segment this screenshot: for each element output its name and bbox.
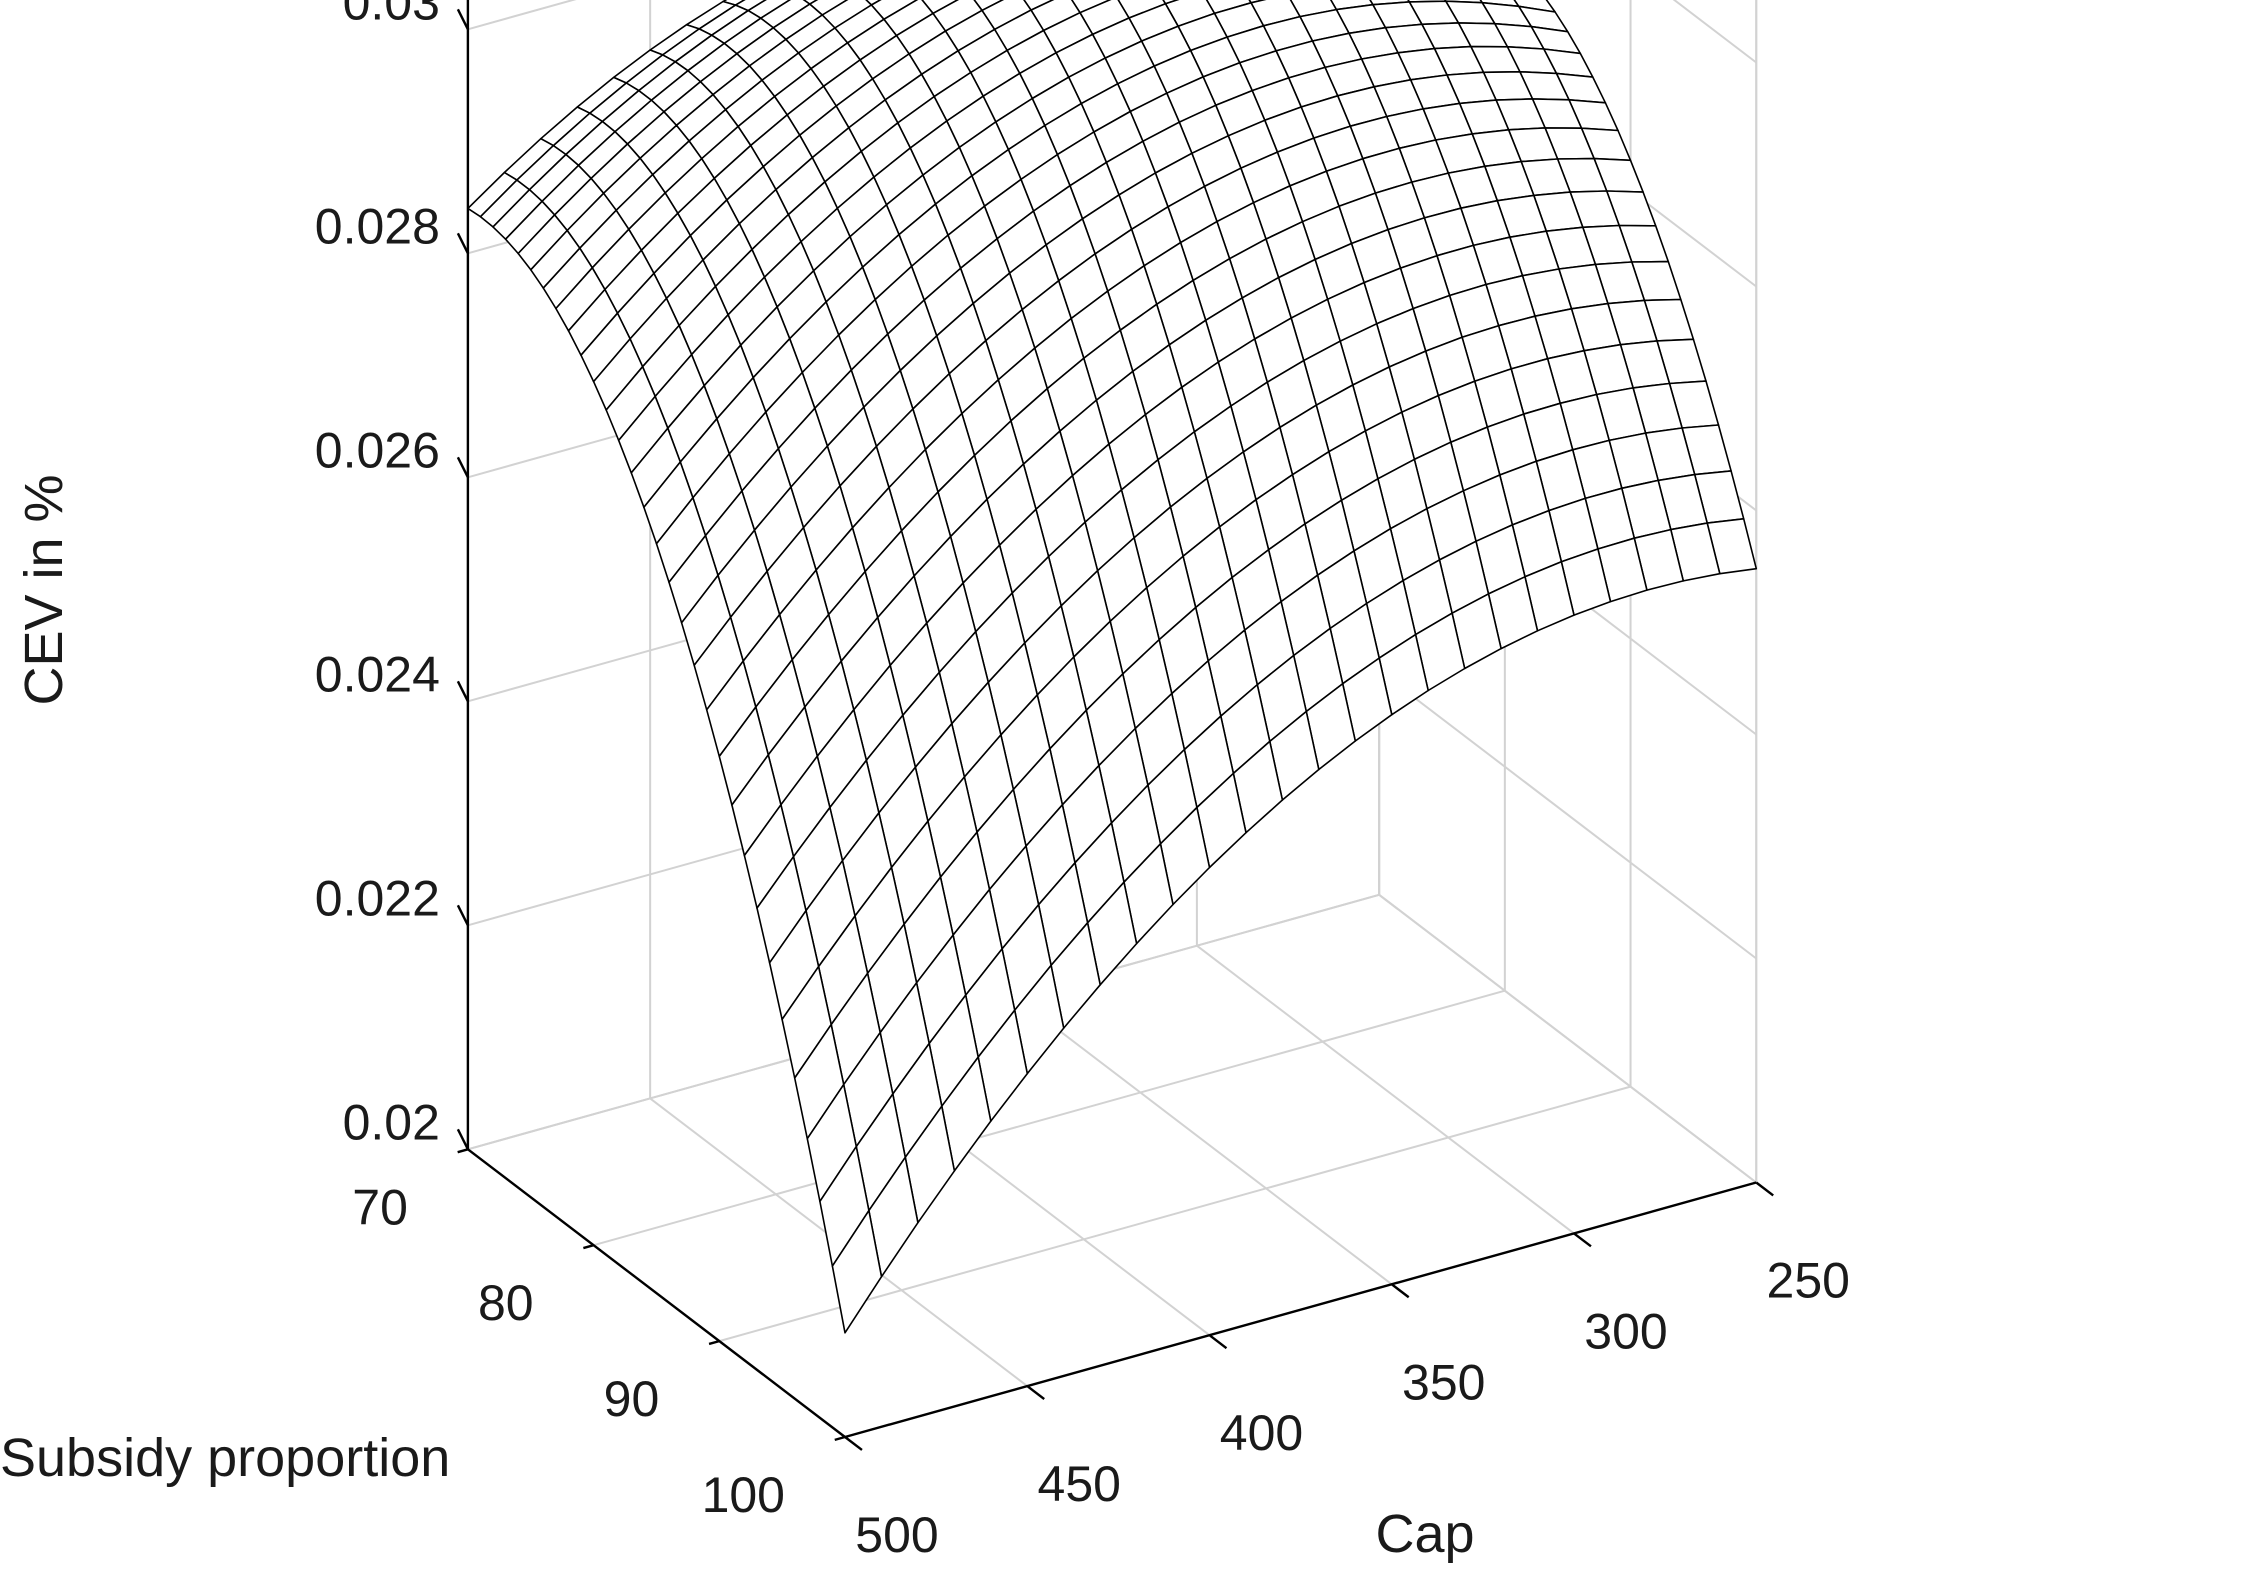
y-tick-label: 80 — [478, 1275, 534, 1331]
x-tick — [844, 1436, 863, 1451]
z-axis-title: CEV in % — [14, 474, 74, 705]
z-tick — [456, 456, 469, 478]
gridline-floor-y — [593, 989, 1506, 1247]
y-tick — [708, 1339, 720, 1346]
z-tick — [456, 232, 469, 254]
gridline-side-wall-z — [1378, 670, 1757, 960]
axes-layer — [456, 0, 1774, 1451]
z-tick-label: 0.028 — [315, 198, 440, 254]
gridline-floor-y — [719, 1085, 1631, 1343]
x-tick — [1208, 1334, 1228, 1350]
x-axis-line — [844, 1181, 1757, 1439]
z-tick-label: 0.024 — [315, 646, 440, 702]
gridline-side-wall-z — [1672, 0, 1757, 64]
gridline-side-wall-z — [1378, 894, 1757, 1184]
y-tick-label: 90 — [604, 1371, 660, 1427]
x-axis-title: Cap — [1375, 1504, 1474, 1564]
y-tick — [583, 1244, 594, 1250]
z-tick — [456, 904, 469, 926]
surface-layer — [467, 0, 1758, 1334]
y-tick-label: 100 — [702, 1467, 785, 1523]
x-tick — [1573, 1232, 1592, 1248]
label-layer: 250 300 350 400 450 500 70 80 90 100 0.02 0.022 0.02… — [315, 0, 1850, 1563]
x-tick — [1026, 1385, 1045, 1401]
gridline-floor-x — [1014, 995, 1393, 1286]
x-tick — [1755, 1181, 1774, 1197]
x-tick — [1391, 1283, 1410, 1299]
z-tick-label: 0.02 — [343, 1094, 440, 1150]
x-tick-label: 400 — [1220, 1405, 1303, 1461]
x-tick-label: 450 — [1038, 1456, 1121, 1512]
surface-cell — [831, 1209, 883, 1334]
z-tick-label: 0.022 — [315, 870, 440, 926]
z-tick — [456, 8, 469, 30]
x-tick-label: 500 — [855, 1507, 938, 1563]
y-tick — [457, 1148, 469, 1154]
gridline-floor-x — [1196, 944, 1575, 1235]
y-axis-line — [467, 1148, 846, 1438]
x-tick-label: 250 — [1767, 1253, 1850, 1309]
y-axis-title: Subsidy proportion — [0, 1428, 450, 1488]
z-tick — [456, 1128, 469, 1150]
z-tick-label: 0.03 — [343, 0, 440, 30]
x-tick-label: 350 — [1402, 1354, 1485, 1410]
x-tick-label: 300 — [1584, 1303, 1667, 1359]
y-tick-label: 70 — [352, 1179, 408, 1235]
z-tick — [456, 680, 469, 702]
z-tick-label: 0.026 — [315, 422, 440, 478]
y-tick — [834, 1435, 846, 1442]
